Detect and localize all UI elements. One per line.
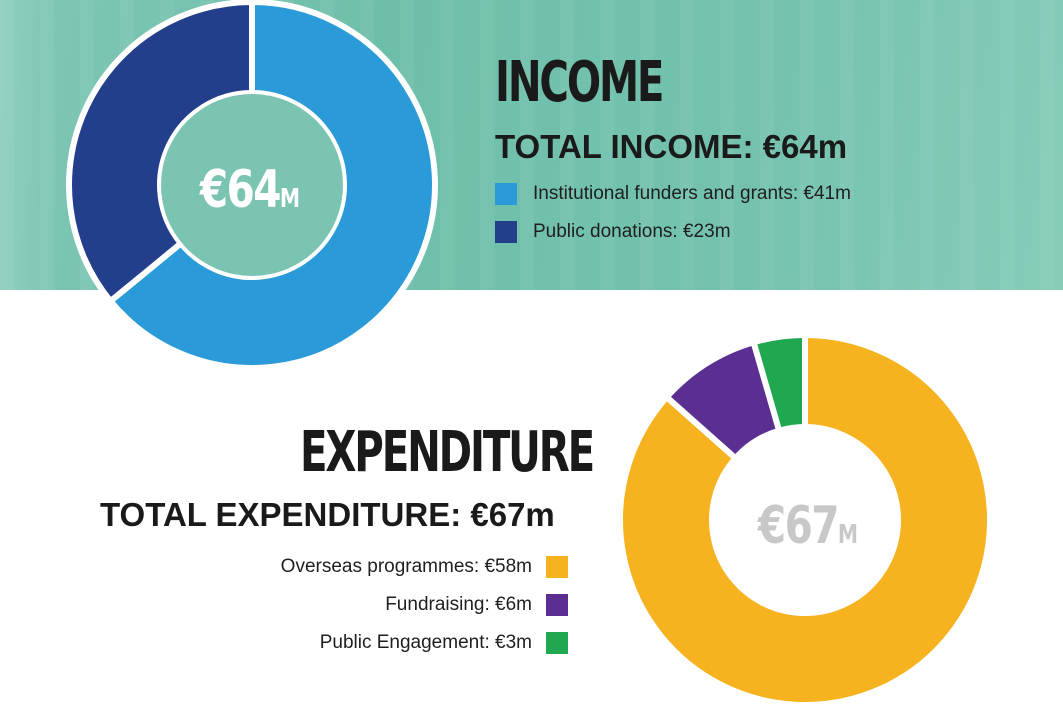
- expenditure-center-value: €67: [757, 496, 840, 556]
- expenditure-donut-hole: [713, 428, 897, 612]
- expenditure-total: TOTAL EXPENDITURE: €67m: [100, 496, 555, 533]
- legend-label-institutional: Institutional funders and grants: €41m: [533, 183, 851, 204]
- income-slice-public-donations: [66, 0, 255, 305]
- legend-swatch-public-donations: [495, 221, 517, 243]
- income-donut-hole: [161, 94, 343, 276]
- expenditure-center-unit: M: [837, 520, 859, 550]
- expenditure-legend: Overseas programmes: €58m Fundraising: €…: [180, 548, 568, 662]
- legend-label-public-donations: Public donations: €23m: [533, 221, 731, 242]
- legend-item-fundraising: Fundraising: €6m: [180, 586, 568, 624]
- legend-item-public-donations: Public donations: €23m: [495, 213, 851, 251]
- legend-item-overseas: Overseas programmes: €58m: [180, 548, 568, 586]
- income-title: INCOME: [495, 50, 664, 115]
- legend-swatch-overseas: [546, 556, 568, 578]
- expenditure-slice-overseas: [617, 332, 993, 708]
- legend-label-overseas: Overseas programmes: €58m: [280, 556, 532, 577]
- legend-swatch-public-engagement: [546, 632, 568, 654]
- income-total: TOTAL INCOME: €64m: [495, 128, 848, 165]
- expenditure-slice-public-engagement: [750, 332, 808, 434]
- income-center-unit: M: [279, 184, 301, 214]
- income-legend: Institutional funders and grants: €41m P…: [495, 175, 851, 251]
- legend-swatch-fundraising: [546, 594, 568, 616]
- income-slice-institutional: [107, 0, 438, 371]
- legend-item-institutional: Institutional funders and grants: €41m: [495, 175, 851, 213]
- income-center-value: €64: [199, 160, 282, 220]
- legend-label-fundraising: Fundraising: €6m: [385, 594, 532, 615]
- legend-swatch-institutional: [495, 183, 517, 205]
- expenditure-center-label: €67M: [750, 496, 867, 556]
- income-center-label: €64M: [195, 160, 304, 220]
- legend-label-public-engagement: Public Engagement: €3m: [319, 632, 532, 653]
- legend-item-public-engagement: Public Engagement: €3m: [180, 624, 568, 662]
- expenditure-title: EXPENDITURE: [300, 420, 595, 485]
